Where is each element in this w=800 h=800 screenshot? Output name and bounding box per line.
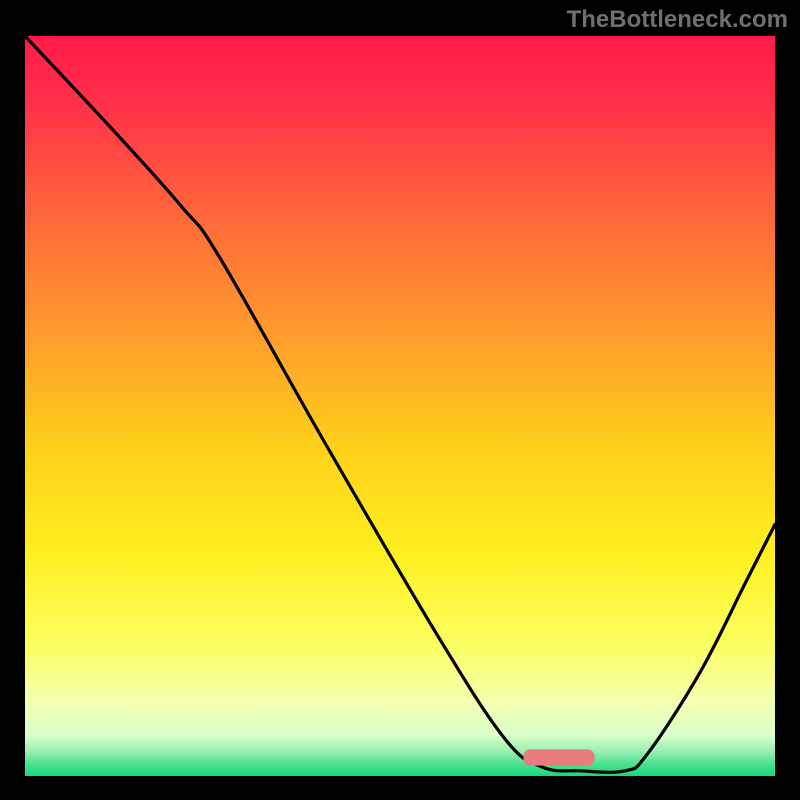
watermark-text: TheBottleneck.com <box>567 6 788 34</box>
chart-svg <box>25 36 775 776</box>
optimal-marker <box>523 749 594 765</box>
gradient-background <box>25 36 775 776</box>
chart-container: TheBottleneck.com <box>0 0 800 800</box>
plot-area <box>25 36 775 776</box>
